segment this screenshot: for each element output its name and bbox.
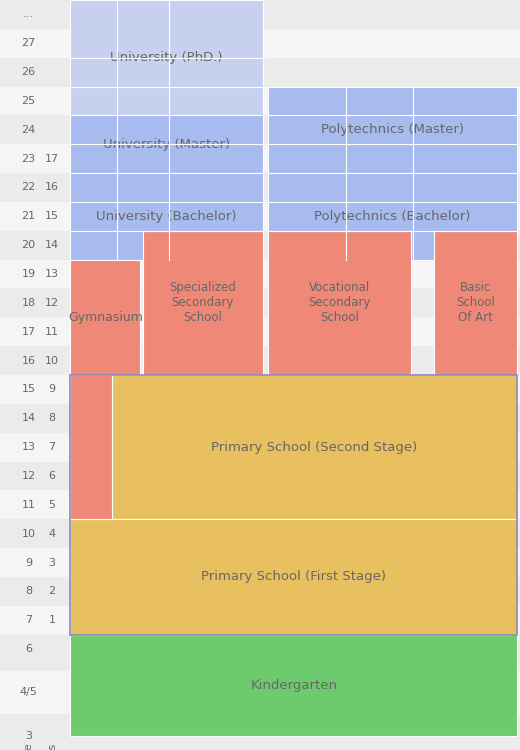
Text: 2: 2 bbox=[48, 586, 56, 596]
Text: Polytechnics (Bachelor): Polytechnics (Bachelor) bbox=[315, 210, 471, 223]
Bar bbox=[70, 375, 112, 519]
Bar bbox=[0, 634, 520, 670]
Bar bbox=[0, 404, 520, 433]
Text: Primary School (Second Stage): Primary School (Second Stage) bbox=[212, 440, 418, 454]
Bar bbox=[112, 375, 517, 519]
Bar bbox=[0, 461, 520, 490]
Text: Primary School (First Stage): Primary School (First Stage) bbox=[201, 571, 386, 584]
Bar bbox=[0, 231, 520, 260]
Text: 21: 21 bbox=[21, 211, 36, 221]
Text: 9: 9 bbox=[48, 385, 56, 394]
Bar bbox=[0, 28, 520, 58]
Text: 5: 5 bbox=[48, 500, 56, 510]
Bar bbox=[0, 346, 520, 375]
Text: 12: 12 bbox=[45, 298, 59, 308]
Text: 7: 7 bbox=[48, 442, 56, 452]
Bar bbox=[0, 548, 520, 577]
Text: 27: 27 bbox=[21, 38, 36, 48]
Text: 13: 13 bbox=[22, 442, 35, 452]
Bar bbox=[268, 231, 411, 375]
Bar bbox=[268, 86, 517, 173]
Text: Class: Class bbox=[47, 742, 57, 750]
Text: 8: 8 bbox=[48, 413, 56, 423]
Text: 15: 15 bbox=[45, 211, 59, 221]
Text: University (Master): University (Master) bbox=[103, 138, 230, 151]
Bar bbox=[0, 173, 520, 202]
Bar bbox=[0, 116, 520, 144]
Text: 16: 16 bbox=[22, 356, 35, 365]
Bar bbox=[0, 58, 520, 86]
Text: 10: 10 bbox=[45, 356, 59, 365]
Text: 14: 14 bbox=[21, 413, 36, 423]
Text: 4/5: 4/5 bbox=[20, 687, 37, 698]
Text: Polytechnics (Master): Polytechnics (Master) bbox=[321, 123, 464, 136]
Text: 15: 15 bbox=[22, 385, 35, 394]
Bar bbox=[0, 577, 520, 606]
Text: University (PhD.): University (PhD.) bbox=[110, 51, 223, 64]
Text: 26: 26 bbox=[21, 67, 36, 77]
Text: Age: Age bbox=[23, 742, 34, 750]
Text: 17: 17 bbox=[45, 154, 59, 164]
Bar bbox=[0, 490, 520, 519]
Text: 24: 24 bbox=[21, 124, 36, 135]
Text: 14: 14 bbox=[45, 240, 59, 250]
Text: 9: 9 bbox=[25, 557, 32, 568]
Bar bbox=[70, 0, 263, 116]
Bar bbox=[70, 634, 517, 736]
Text: 8: 8 bbox=[25, 586, 32, 596]
Bar bbox=[0, 202, 520, 231]
Bar bbox=[70, 375, 517, 634]
Text: Basic
School
Of Art: Basic School Of Art bbox=[457, 281, 495, 325]
Text: 17: 17 bbox=[21, 327, 36, 337]
Text: 25: 25 bbox=[21, 96, 36, 106]
Bar bbox=[0, 433, 520, 461]
Text: 22: 22 bbox=[21, 182, 36, 193]
Text: 11: 11 bbox=[45, 327, 59, 337]
Text: University (Bachelor): University (Bachelor) bbox=[96, 210, 237, 223]
Bar bbox=[434, 231, 517, 375]
Text: 3: 3 bbox=[25, 730, 32, 740]
Bar bbox=[70, 173, 263, 260]
Text: Gymnasium: Gymnasium bbox=[68, 310, 142, 324]
Text: Vocational
Secondary
School: Vocational Secondary School bbox=[308, 281, 370, 325]
Bar bbox=[268, 173, 517, 260]
Text: 1: 1 bbox=[48, 615, 56, 626]
Bar bbox=[0, 375, 520, 404]
Bar bbox=[0, 606, 520, 634]
Text: 4: 4 bbox=[48, 529, 56, 538]
Bar bbox=[0, 86, 520, 116]
Text: 18: 18 bbox=[21, 298, 36, 308]
Bar bbox=[70, 519, 517, 634]
Text: 20: 20 bbox=[21, 240, 36, 250]
Text: 6: 6 bbox=[25, 644, 32, 654]
Bar bbox=[70, 260, 140, 375]
Bar bbox=[0, 670, 520, 714]
Text: 6: 6 bbox=[48, 471, 56, 481]
Bar bbox=[0, 144, 520, 173]
Bar bbox=[143, 231, 263, 375]
Text: 13: 13 bbox=[45, 269, 59, 279]
Text: 23: 23 bbox=[21, 154, 36, 164]
Text: ...: ... bbox=[23, 10, 34, 20]
Bar bbox=[0, 0, 520, 28]
Text: 11: 11 bbox=[22, 500, 35, 510]
Text: 19: 19 bbox=[21, 269, 36, 279]
Bar bbox=[0, 714, 520, 750]
Text: 12: 12 bbox=[21, 471, 36, 481]
Bar bbox=[0, 519, 520, 548]
Bar bbox=[70, 116, 263, 173]
Text: Specialized
Secondary
School: Specialized Secondary School bbox=[170, 281, 236, 325]
Text: 3: 3 bbox=[48, 557, 56, 568]
Text: Kindergarten: Kindergarten bbox=[250, 679, 337, 692]
Bar bbox=[0, 317, 520, 346]
Text: 7: 7 bbox=[25, 615, 32, 626]
Bar bbox=[0, 289, 520, 317]
Bar bbox=[0, 260, 520, 289]
Text: 10: 10 bbox=[22, 529, 35, 538]
Text: 16: 16 bbox=[45, 182, 59, 193]
